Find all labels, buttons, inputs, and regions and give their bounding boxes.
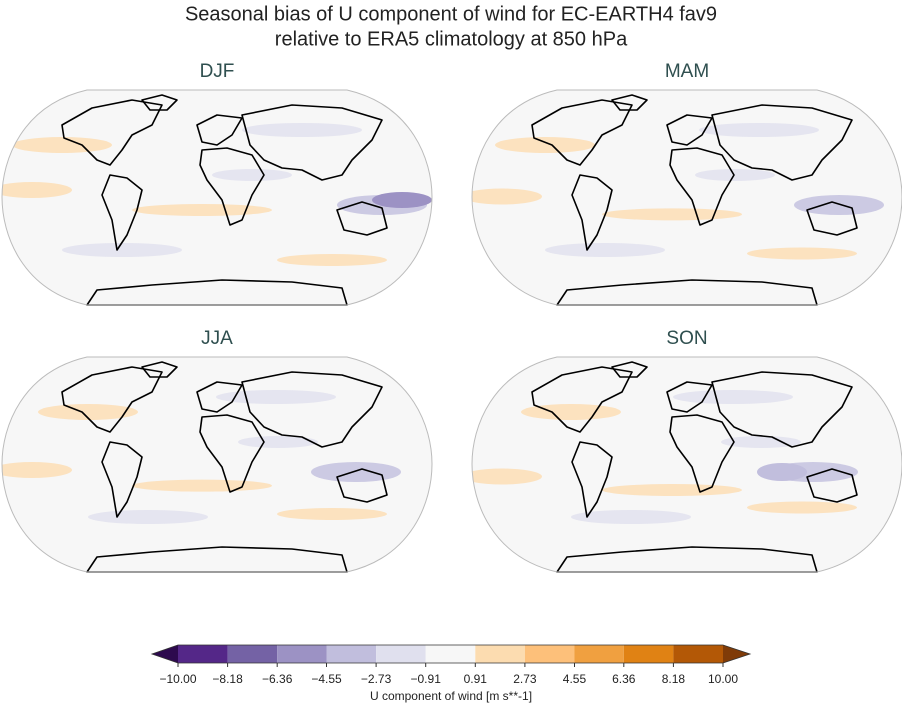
bias-blob [2,462,72,478]
bias-blob [673,390,793,404]
bias-blob [62,243,182,257]
bias-field [472,123,884,260]
colorbar-tick-label: 2.73 [513,672,537,686]
bias-blob [545,243,665,257]
bias-blob [472,188,542,205]
colorbar-segment [227,645,278,663]
bias-blob [794,195,884,215]
colorbar-tick-label: 8.18 [662,672,686,686]
bias-blob [38,404,138,420]
map [471,89,902,306]
colorbar: −10.00 −8.18 −6.36 −4.55 −2.73 −0.91 0.91 2.73 4… [150,644,752,686]
title-line: relative to ERA5 climatology at 850 hPa [275,28,628,50]
bias-blob [2,182,72,198]
colorbar-tick-label: −8.18 [212,672,243,686]
bias-blob [238,436,318,448]
title-line: Seasonal bias of U component of wind for… [185,3,717,25]
bias-blob [277,508,387,520]
bias-field [2,390,401,524]
bias-blob [495,137,595,153]
bias-blob [747,501,857,514]
bias-blob [132,204,272,216]
colorbar-segment [425,645,476,663]
colorbar-segment [376,645,426,663]
colorbar-tick-label: 0.91 [464,672,488,686]
colorbar-tick-label: −0.91 [411,672,442,686]
bias-blob [747,247,857,260]
colorbar-segment [574,645,624,663]
colorbar-tick-label: −4.55 [311,672,342,686]
bias-blob [277,254,387,266]
bias-blob [311,462,401,482]
panel-title: MAM [665,61,709,82]
bias-blob [695,169,775,181]
bias-blob [602,208,742,221]
colorbar-extend-low [152,645,178,663]
colorbar-segment [623,645,674,663]
panel-title: SON [666,328,707,349]
bias-blob [472,468,542,485]
map [1,89,433,306]
map [471,356,902,573]
bias-blob [521,404,621,420]
colorbar-tick-label: 10.00 [708,672,738,686]
map [1,356,433,573]
bias-blob [757,463,807,481]
panels: DJF MAM JJA SON [1,61,902,573]
bias-blob [132,479,272,492]
colorbar-tick-label: −6.36 [262,672,293,686]
bias-blob [721,436,801,448]
colorbar-segment [475,645,525,663]
bias-blob [602,484,742,496]
colorbar-tick-label: −2.73 [361,672,392,686]
colorbar-tick-label: 6.36 [612,672,636,686]
colorbar-segment [178,645,228,663]
colorbar-label: U component of wind [m s**-1] [370,689,532,703]
bias-blob [242,123,362,137]
colorbar-extend-high [723,645,750,663]
colorbar-segment [326,645,377,663]
bias-blob [571,510,691,524]
bias-field [2,123,432,266]
bias-blob [212,169,292,181]
bias-blob [12,137,112,153]
panel-title: DJF [200,61,235,82]
colorbar-tick-label: 4.55 [563,672,587,686]
bias-blob [372,192,432,208]
bias-blob [216,390,336,404]
bias-blob [699,123,819,137]
colorbar-segment [277,645,327,663]
colorbar-segment [524,645,575,663]
panel-title: JJA [201,328,233,349]
bias-blob [88,510,208,524]
colorbar-tick-label: −10.00 [159,672,196,686]
colorbar-segment [673,645,723,663]
